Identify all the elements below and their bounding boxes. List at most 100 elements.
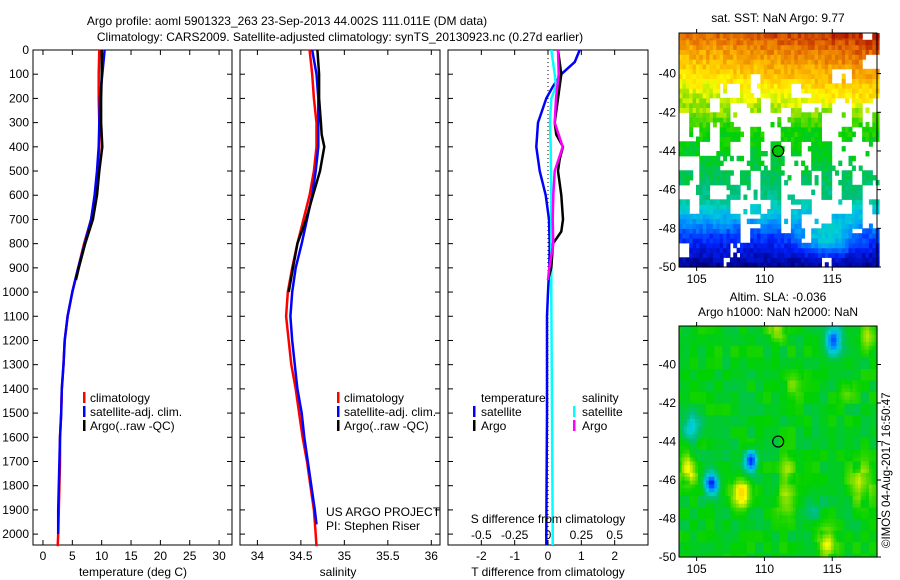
- sla-cell: [871, 533, 875, 539]
- sst-cell: [814, 228, 819, 234]
- sst-cell: [753, 68, 758, 75]
- sst-cell: [865, 73, 870, 79]
- sst-cell: [845, 170, 850, 176]
- sla-cell: [689, 503, 694, 508]
- sla-cell: [757, 410, 761, 416]
- sla-cell: [698, 503, 702, 508]
- sla-cell: [825, 472, 829, 477]
- sla-cell: [803, 526, 808, 531]
- sst-cell: [845, 213, 850, 220]
- sla-cell: [839, 549, 843, 554]
- sst-cell: [702, 209, 707, 215]
- sla-cell: [798, 445, 802, 450]
- sst-cell: [736, 213, 741, 220]
- sla-cell: [773, 506, 778, 512]
- sla-cell: [825, 495, 829, 500]
- sst-cell: [692, 151, 697, 157]
- sst-cell: [763, 59, 768, 65]
- sla-cell: [820, 487, 824, 493]
- sst-cell: [868, 73, 873, 79]
- sla-cell: [708, 545, 713, 550]
- sla-cell: [790, 418, 794, 423]
- sla-cell: [847, 480, 851, 485]
- sst-cell: [790, 59, 795, 65]
- sst-cell: [740, 33, 744, 39]
- sla-cell: [744, 453, 748, 458]
- sla-cell: [809, 522, 813, 527]
- sla-cell: [817, 510, 821, 516]
- sla-cell: [698, 453, 702, 458]
- sla-cell: [852, 518, 856, 523]
- sst-cell: [733, 68, 738, 75]
- sst-cell: [689, 39, 694, 46]
- sla-cell: [768, 460, 772, 466]
- sla-cell: [868, 429, 873, 435]
- sla-cell: [714, 530, 718, 535]
- sla-cell: [817, 414, 821, 419]
- sst-cell: [689, 112, 694, 118]
- sla-cell: [860, 422, 864, 427]
- sst-cell: [811, 155, 816, 162]
- sla-cell: [844, 499, 848, 504]
- sst-cell: [824, 233, 829, 239]
- sla-cell: [830, 468, 835, 473]
- sst-cell: [763, 78, 768, 84]
- sst-cell: [679, 209, 683, 215]
- sla-cell: [841, 491, 845, 496]
- sst-cell: [824, 238, 829, 244]
- sla-cell: [681, 487, 685, 493]
- sst-cell: [838, 262, 843, 268]
- sst-cell: [763, 151, 768, 157]
- sst-cell: [790, 247, 795, 254]
- sst-cell: [777, 44, 782, 50]
- sst-cell: [753, 233, 758, 239]
- sst-cell: [773, 44, 778, 50]
- sla-cell: [706, 495, 710, 500]
- sst-cell: [794, 160, 799, 166]
- sst-cell: [862, 175, 867, 181]
- sla-cell: [792, 453, 797, 458]
- sst-cell: [790, 39, 795, 46]
- sla-cell: [795, 414, 799, 419]
- sla-cell: [711, 541, 715, 547]
- sla-cell: [779, 514, 783, 520]
- sst-cell: [682, 93, 687, 99]
- sla-cell: [741, 545, 745, 550]
- sla-cell: [765, 533, 770, 539]
- sla-cell: [792, 553, 797, 558]
- sst-cell: [689, 88, 694, 94]
- sla-cell: [852, 476, 856, 481]
- sst-cell: [855, 247, 860, 254]
- sst-cell: [777, 49, 782, 55]
- sla-cell: [700, 422, 704, 427]
- sst-cell: [736, 262, 741, 268]
- sla-cell: [863, 464, 867, 470]
- sla-cell: [798, 495, 802, 500]
- sla-cell: [744, 487, 748, 493]
- sst-cell: [780, 54, 785, 60]
- sst-cell: [699, 59, 704, 65]
- sst-cell: [682, 39, 687, 46]
- sla-cell: [820, 422, 824, 427]
- sst-cell: [845, 126, 850, 133]
- sst-cell: [851, 247, 856, 254]
- sla-cell: [744, 410, 748, 416]
- sst-cell: [865, 252, 870, 258]
- sla-cell: [733, 533, 737, 539]
- sla-cell: [687, 476, 691, 481]
- sla-cell: [711, 418, 715, 423]
- sst-cell: [831, 93, 836, 99]
- sst-cell: [855, 213, 860, 220]
- sla-cell: [839, 422, 843, 427]
- sst-cell: [797, 223, 802, 229]
- sla-cell: [868, 437, 873, 443]
- sst-cell: [716, 213, 721, 220]
- sla-cell: [765, 506, 770, 512]
- sst-cell: [679, 170, 683, 176]
- sst-cell: [838, 238, 843, 244]
- sst-cell: [780, 68, 785, 75]
- sst-cell: [790, 97, 795, 104]
- sst-cell: [797, 228, 802, 234]
- sla-cell: [754, 510, 759, 516]
- sst-cell: [875, 122, 880, 128]
